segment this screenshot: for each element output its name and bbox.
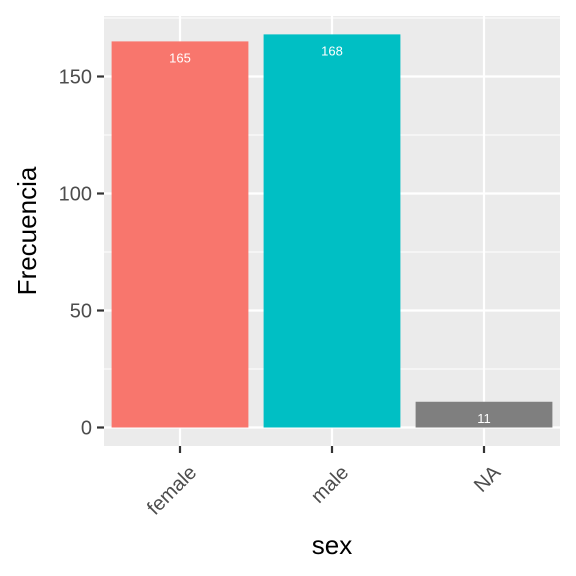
bar-male	[263, 34, 401, 428]
bar-value-label: 165	[169, 50, 191, 65]
y-tick-label: 0	[81, 418, 92, 440]
bar-na	[415, 401, 553, 428]
y-tick-label: 100	[59, 184, 92, 206]
bar-value-label: 168	[321, 43, 343, 58]
bar-female	[111, 41, 249, 428]
x-tick-label: female	[143, 462, 201, 520]
y-tick-label: 50	[70, 301, 92, 323]
bar-value-label: 11	[477, 411, 491, 426]
x-axis: female male NA	[143, 446, 506, 520]
y-axis: 0 50 100 150	[59, 67, 104, 440]
bar-labels: 165 168 11	[169, 43, 491, 425]
x-tick-label: NA	[470, 461, 506, 497]
bars	[111, 34, 553, 428]
x-axis-title: sex	[312, 530, 352, 560]
y-tick-label: 150	[59, 67, 92, 89]
y-axis-title: Frecuencia	[12, 166, 42, 295]
x-tick-label: male	[307, 462, 353, 508]
